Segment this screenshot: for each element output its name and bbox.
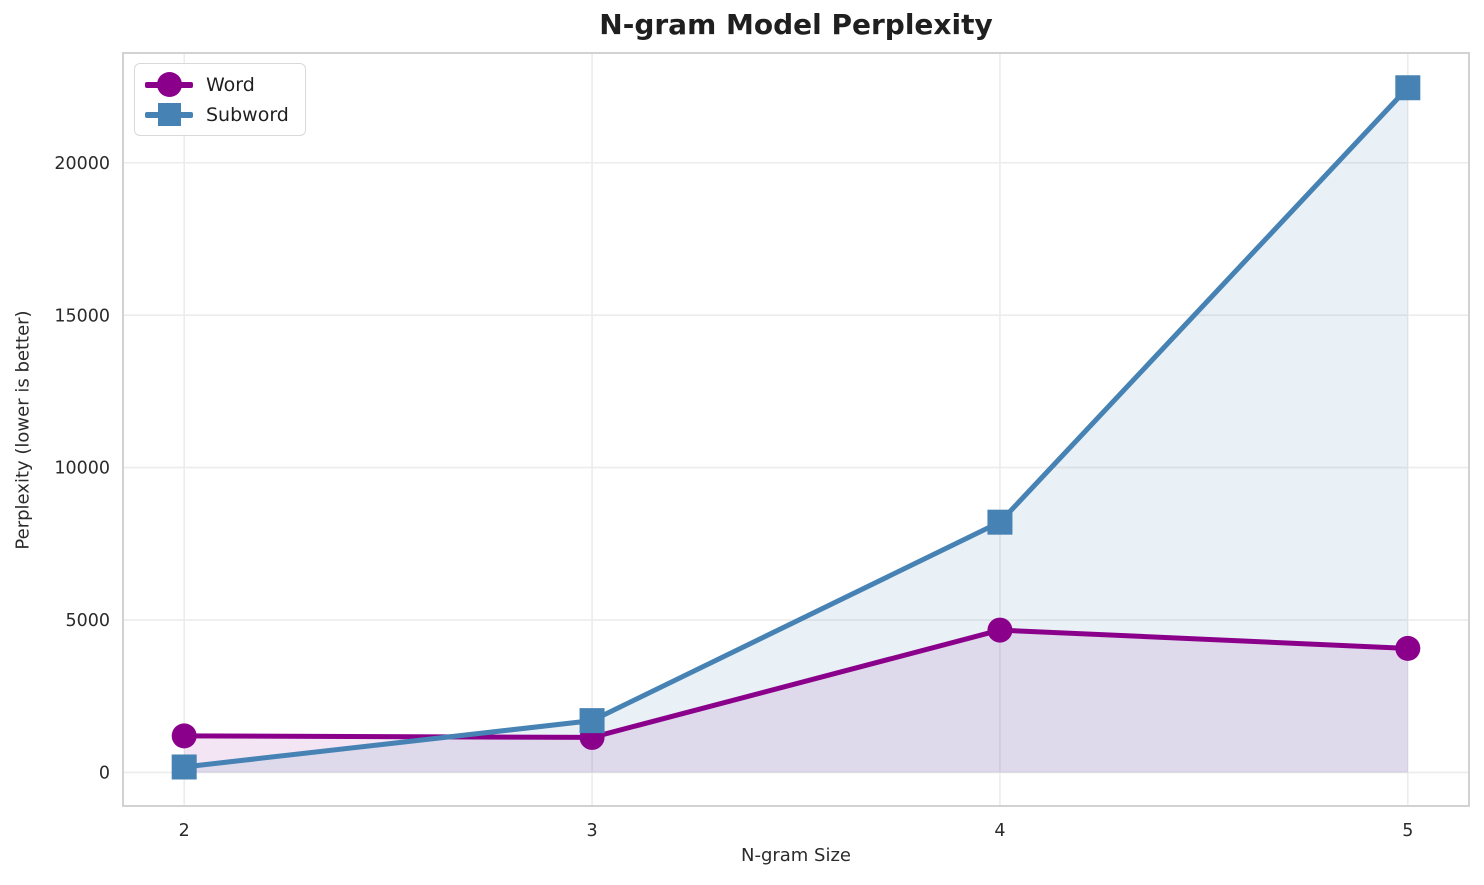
x-tick-label: 4 — [994, 821, 1005, 841]
chart-title: N-gram Model Perplexity — [599, 8, 993, 41]
y-tick-label: 15000 — [54, 306, 110, 326]
subword-line-square-marker-icon — [145, 101, 193, 128]
y-tick-label: 20000 — [54, 154, 110, 174]
marker-subword-2 — [171, 754, 197, 780]
marker-subword-4 — [987, 509, 1013, 535]
legend-label-subword: Subword — [206, 103, 289, 126]
area-fill-word — [184, 630, 1408, 773]
legend-label-word: Word — [206, 73, 255, 96]
x-tick-label: 2 — [179, 821, 190, 841]
x-tick-label: 3 — [586, 821, 597, 841]
plot-background — [123, 53, 1469, 806]
marker-subword-5 — [1395, 75, 1421, 101]
y-axis-label: Perplexity (lower is better) — [12, 310, 34, 550]
marker-word-5 — [1395, 635, 1421, 661]
series-line-word — [181, 627, 1411, 740]
x-axis-label: N-gram Size — [740, 845, 852, 866]
marker-subword-3 — [579, 708, 605, 734]
marker-word-2 — [171, 723, 197, 749]
legend: Word Subword — [134, 63, 306, 136]
y-tick-label: 5000 — [65, 611, 110, 631]
x-tick-label: 5 — [1402, 821, 1413, 841]
legend-item-word: Word — [145, 71, 289, 98]
plot-border — [122, 52, 1470, 807]
y-tick-label: 10000 — [54, 459, 110, 479]
legend-item-subword: Subword — [145, 101, 289, 128]
y-tick-label: 0 — [99, 764, 110, 784]
series-line-subword — [181, 85, 1411, 770]
word-line-circle-marker-icon — [145, 71, 193, 98]
marker-word-4 — [987, 617, 1013, 643]
area-fill-subword — [184, 87, 1408, 773]
